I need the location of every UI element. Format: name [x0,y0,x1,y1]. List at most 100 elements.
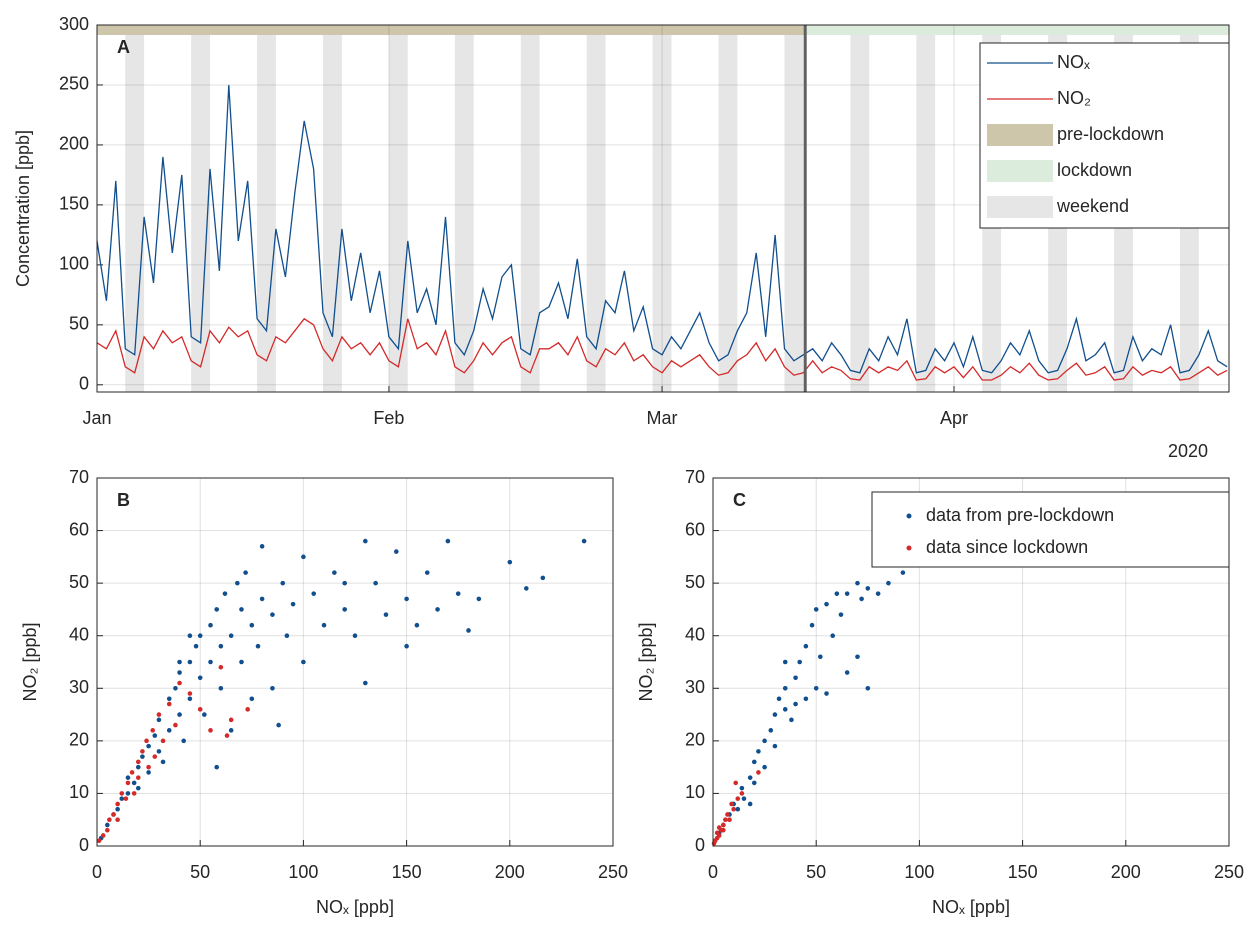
scatter-point [721,822,726,828]
scatter-point [768,728,774,733]
panel-label: B [117,490,130,510]
weekend-span [125,25,145,392]
x-tick-label: Apr [940,408,968,428]
scatter-point [166,701,172,707]
x-tick-label: Mar [647,408,678,428]
scatter-point [540,575,546,581]
scatter-point [218,685,224,691]
scatter-point [793,675,798,681]
scatter-point [255,643,261,649]
scatter-point [166,728,172,733]
period-band [805,25,1229,35]
x-tick-label: 100 [904,862,934,882]
scatter-point [301,659,306,665]
axes-frame [712,477,1230,847]
y-tick-label: 10 [685,782,705,802]
weekend-span [257,25,276,392]
scatter-point [125,775,131,780]
scatter-point [115,817,120,823]
scatter-point [152,733,158,738]
scatter-point [435,607,440,612]
scatter-point [119,796,125,801]
scatter-point [208,728,213,733]
y-tick-label: 60 [69,519,89,539]
scatter-point [239,607,244,612]
scatter-point [865,685,871,691]
legend-label: NO₂ [1057,88,1091,108]
scatter-point [789,717,794,723]
scatter-point [818,654,823,660]
scatter-point [218,664,224,670]
x-tick-label: 200 [1111,862,1141,882]
scatter-point [762,764,767,770]
scatter-point [208,622,213,628]
legend-label: weekend [1056,196,1129,216]
scatter-point [214,607,220,612]
scatter-point [228,633,234,639]
scatter-point [445,538,451,544]
scatter-point [813,607,819,612]
legend-label: data since lockdown [926,537,1088,557]
scatter-point [107,817,112,823]
scatter-point [404,643,409,649]
scatter-point [135,764,141,770]
x-axis-label: NOₓ [ppb] [316,897,394,917]
x-tick-label: Jan [82,408,111,428]
scatter-point [187,633,193,639]
series-line [96,317,1228,381]
scatter-point [731,806,736,812]
scatter-point [466,628,471,633]
scatter-point [739,791,745,796]
scatter-point [245,707,250,712]
scatter-point [776,696,782,702]
weekend-span [718,25,738,392]
scatter-point [363,538,368,544]
x-axis-label: NOₓ [ppb] [932,897,1010,917]
scatter-point [747,775,753,780]
scatter-point [855,580,860,586]
scatter-point [146,743,151,749]
scatter-point [160,759,166,765]
scatter-point [747,801,753,807]
scatter-point [276,722,281,728]
legend-patch [987,196,1053,218]
scatter-point [476,596,482,602]
scatter-point [721,827,726,833]
scatter-point [756,749,761,754]
x-tick-label: 150 [392,862,422,882]
scatter-point [844,670,850,675]
x-tick-label: 100 [288,862,318,882]
scatter-point [193,643,199,649]
y-axis-label: NO₂ [ppb] [20,622,40,701]
scatter-point [146,764,151,770]
scatter-point [96,838,102,844]
x-tick-label: Feb [373,408,404,428]
scatter-point [166,696,172,702]
scatter-point [270,685,275,691]
scatter-point [803,643,809,649]
scatter-point [177,680,182,686]
scatter-point [762,738,767,744]
scatter-point [855,654,860,660]
scatter-point [342,580,347,586]
scatter-point [111,812,116,817]
scatter-point [859,596,864,602]
y-tick-label: 30 [69,677,89,697]
legend-patch [987,124,1053,146]
axes-frame [96,477,614,847]
scatter-point [342,607,347,612]
weekend-span [652,25,672,392]
scatter-point [716,833,722,838]
scatter-point [507,559,513,565]
scatter-point [249,622,255,628]
scatter-point [363,680,368,686]
scatter-point [181,738,186,744]
scatter-point [772,712,778,717]
annotation: 2020 [1168,441,1208,461]
legend-marker [906,545,912,551]
scatter-point [739,785,745,791]
scatter-point [123,796,129,801]
weekend-span [388,25,408,392]
